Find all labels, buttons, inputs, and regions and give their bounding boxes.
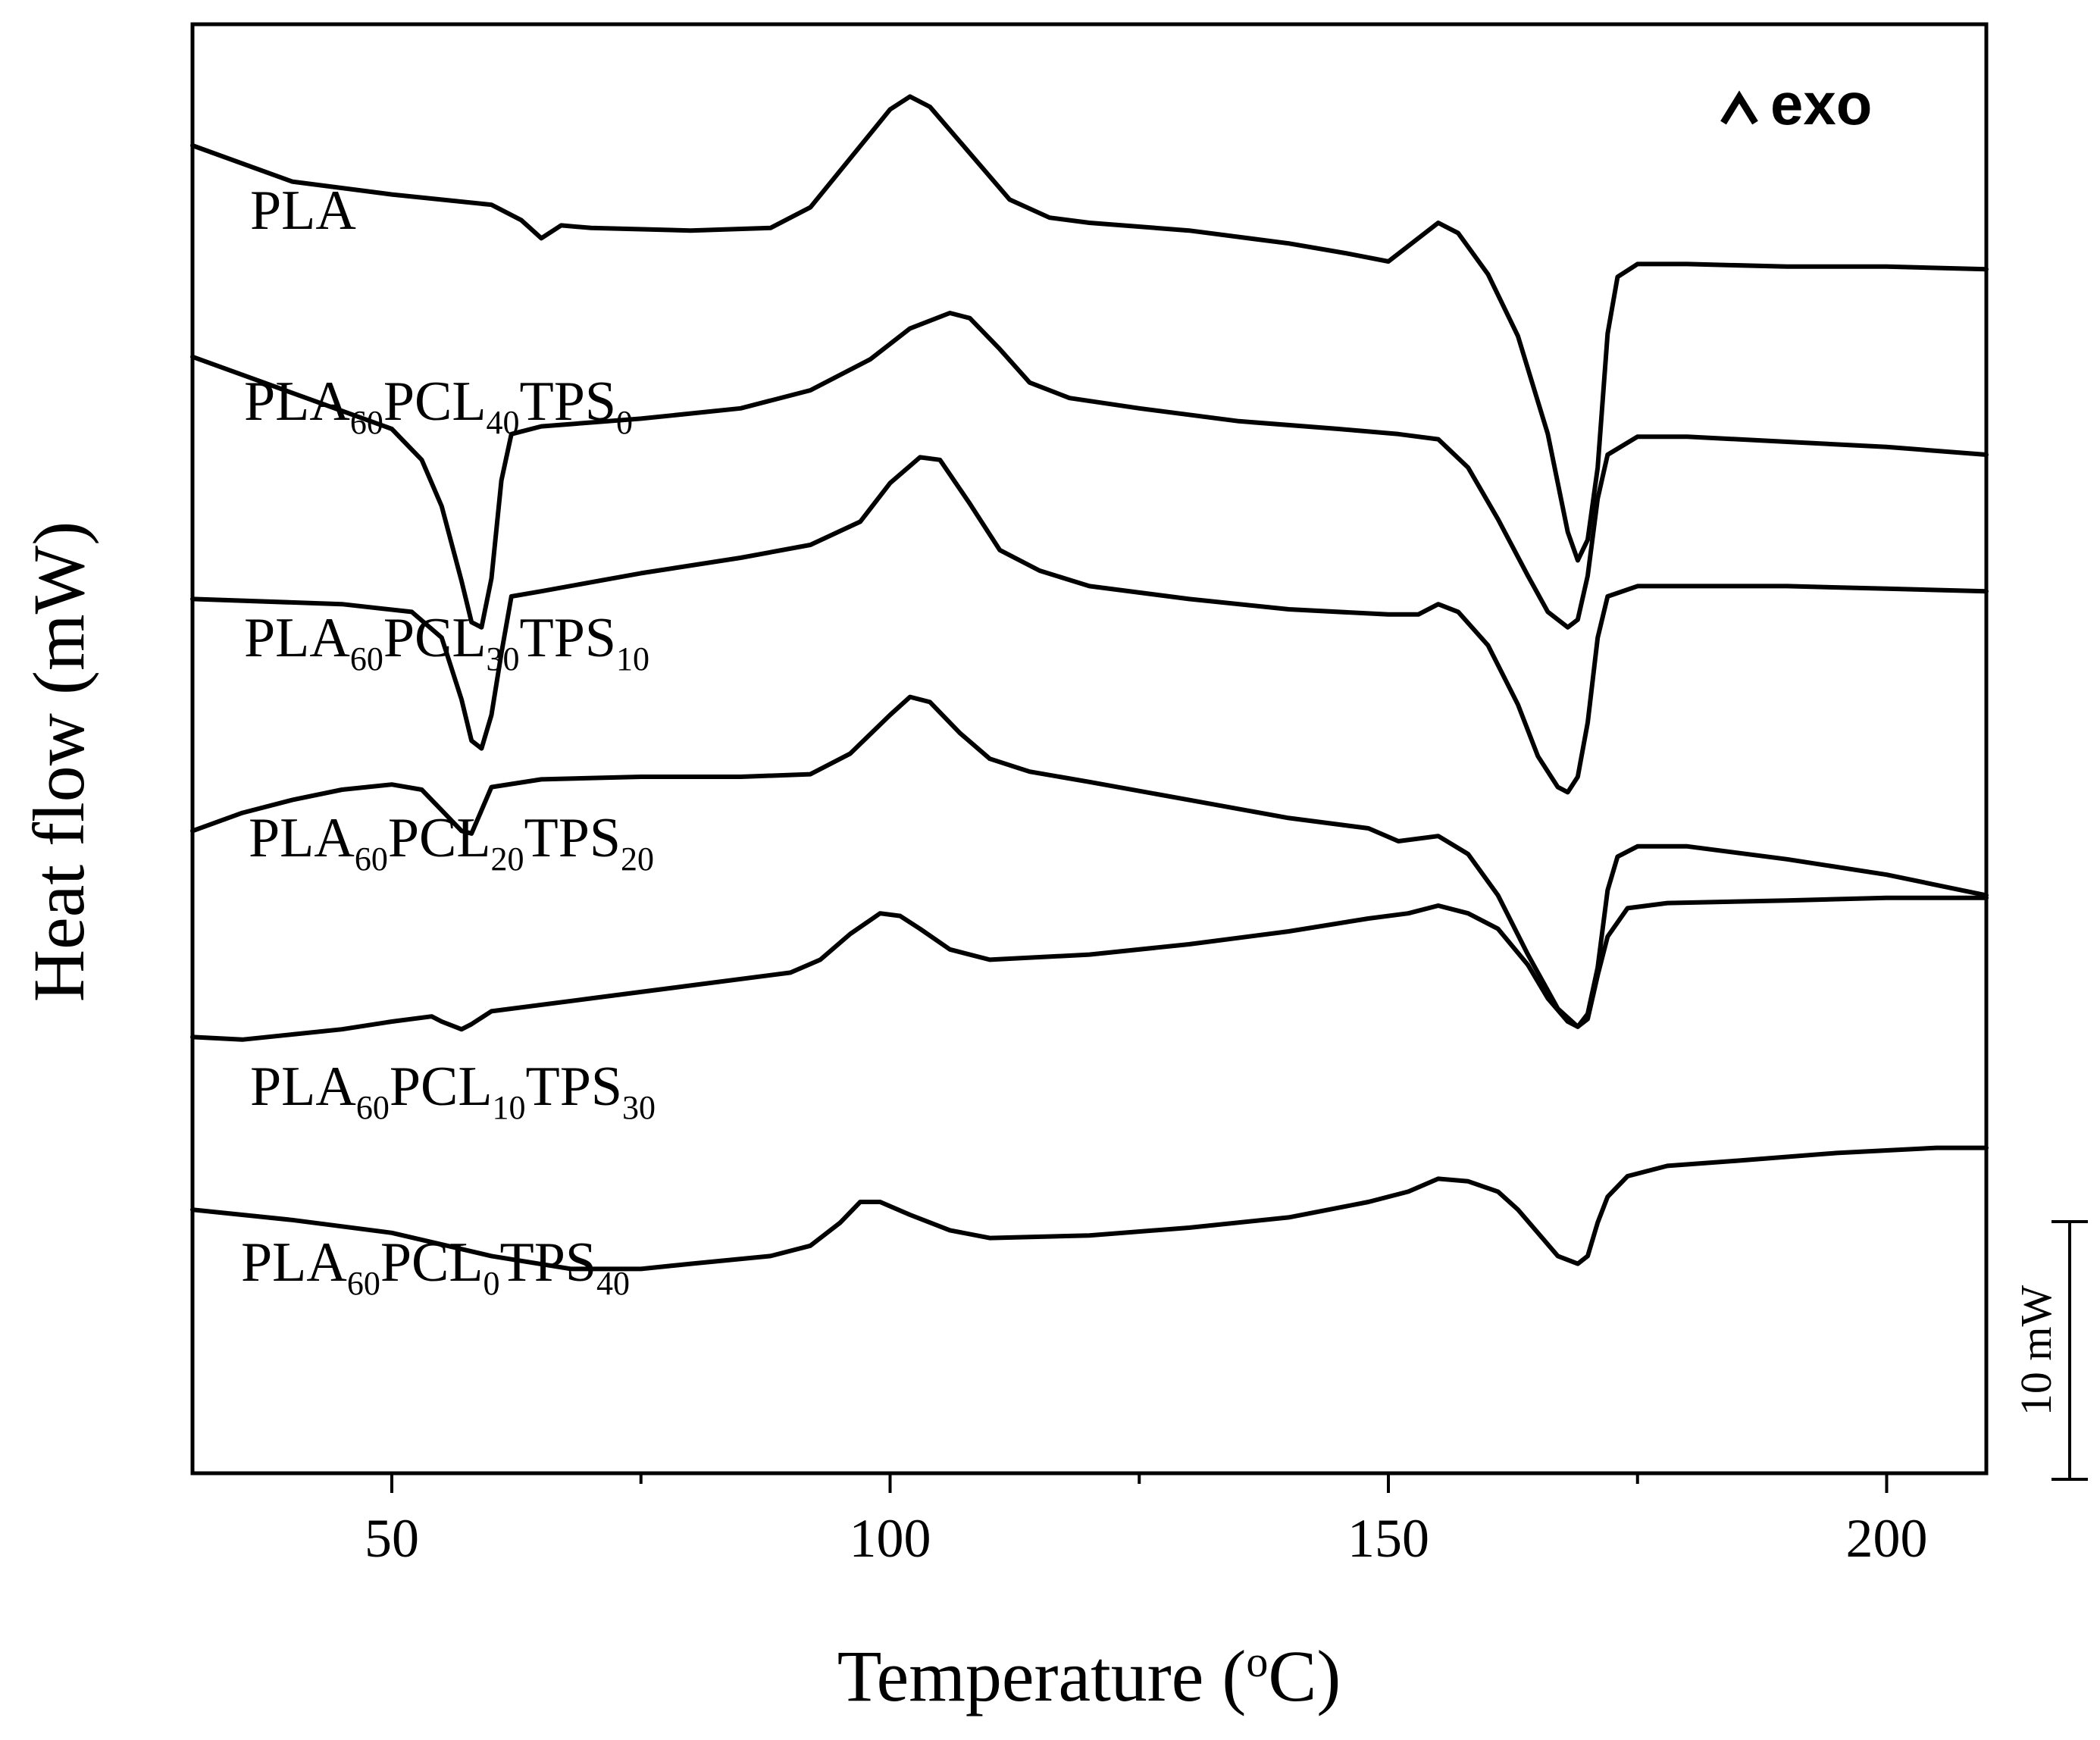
- label-text: TPS: [520, 607, 617, 669]
- label-subscript: 60: [350, 404, 383, 441]
- label-text: PLA: [250, 180, 356, 242]
- x-tick-label-100: 100: [850, 1508, 931, 1569]
- label-subscript: 30: [622, 1089, 656, 1126]
- label-subscript: 10: [616, 640, 649, 678]
- label-text: PLA: [244, 371, 350, 433]
- label-subscript: 60: [347, 1265, 380, 1302]
- series-line-2: [190, 311, 1989, 630]
- series-labels: PLAPLA60PCL40TPS0PLA60PCL30TPS10PLA60PCL…: [241, 180, 656, 1302]
- label-text: PCL: [383, 371, 487, 433]
- y-axis-title: Heat flow (mW): [18, 521, 99, 1002]
- exo-annotation: exo: [1720, 70, 1872, 137]
- label-text: PCL: [380, 1231, 484, 1294]
- series-label-2: PLA60PCL40TPS0: [244, 371, 633, 441]
- x-axis-title-part1: Temperature (: [837, 1635, 1247, 1717]
- label-text: PLA: [249, 807, 355, 869]
- scale-bar: 10 mW: [2011, 1220, 2088, 1481]
- series-group: [190, 94, 1989, 1272]
- label-text: PLA: [241, 1231, 347, 1294]
- label-subscript: 60: [356, 1089, 390, 1126]
- label-subscript: 20: [491, 840, 524, 878]
- label-subscript: 30: [487, 640, 520, 678]
- series-label-6: PLA60PCL0TPS40: [241, 1231, 630, 1302]
- label-text: PLA: [250, 1056, 356, 1118]
- x-axis-title-part2: C): [1268, 1635, 1341, 1717]
- label-text: TPS: [520, 371, 617, 433]
- label-subscript: 40: [596, 1265, 630, 1302]
- label-text: TPS: [524, 807, 621, 869]
- label-text: TPS: [500, 1231, 597, 1294]
- exo-label: exo: [1770, 70, 1872, 137]
- label-subscript: 60: [355, 840, 388, 878]
- series-line-4: [190, 694, 1989, 1029]
- label-subscript: 0: [616, 404, 633, 441]
- x-tick-label-50: 50: [365, 1508, 419, 1569]
- series-label-3: PLA60PCL30TPS10: [244, 607, 649, 678]
- plot-frame: [190, 22, 1989, 1476]
- label-text: PLA: [244, 607, 350, 669]
- scale-bar-label: 10 mW: [2011, 1285, 2061, 1416]
- degree-symbol: o: [1246, 1637, 1268, 1686]
- series-label-5: PLA60PCL10TPS30: [250, 1056, 656, 1126]
- label-subscript: 0: [484, 1265, 500, 1302]
- label-subscript: 60: [350, 640, 383, 678]
- series-line-6: [190, 1145, 1989, 1272]
- label-subscript: 20: [621, 840, 654, 878]
- series-line-1: [190, 94, 1989, 563]
- label-subscript: 10: [493, 1089, 526, 1126]
- label-text: PCL: [388, 807, 491, 869]
- x-axis-ticks: 50 100 150 200: [365, 1473, 1928, 1569]
- series-label-4: PLA60PCL20TPS20: [249, 807, 654, 878]
- x-tick-label-150: 150: [1347, 1508, 1429, 1569]
- series-line-3: [190, 455, 1989, 795]
- label-subscript: 40: [487, 404, 520, 441]
- x-axis-title: Temperature (oC): [837, 1635, 1341, 1717]
- series-line-5: [190, 895, 1989, 1042]
- label-text: TPS: [526, 1056, 623, 1118]
- label-text: PCL: [390, 1056, 493, 1118]
- x-tick-label-200: 200: [1846, 1508, 1928, 1569]
- series-label-1: PLA: [250, 180, 356, 242]
- label-text: PCL: [383, 607, 487, 669]
- exo-arrow-icon: [1720, 90, 1758, 125]
